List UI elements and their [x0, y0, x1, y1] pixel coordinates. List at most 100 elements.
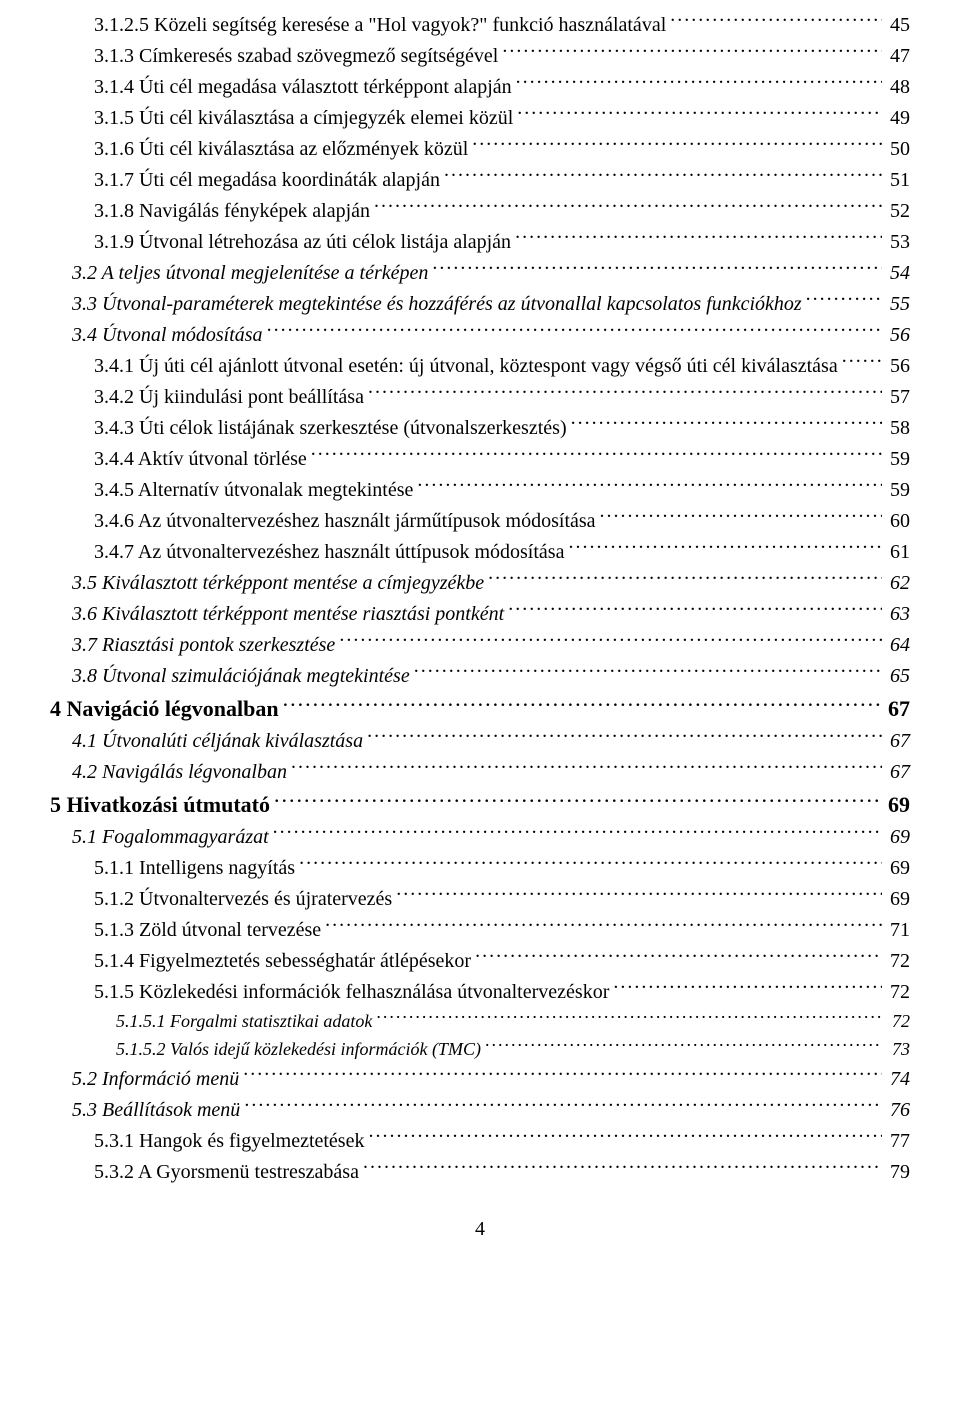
- toc-entry-label: 3.7 Riasztási pontok szerkesztése: [72, 630, 339, 661]
- toc-entry[interactable]: 5.1.2 Útvonaltervezés és újratervezés69: [50, 884, 910, 915]
- toc-entry-page: 79: [882, 1157, 910, 1188]
- toc-entry-label: 3.4.4 Aktív útvonal törlése: [94, 444, 311, 475]
- toc-entry-label: 3.1.9 Útvonal létrehozása az úti célok l…: [94, 227, 515, 258]
- toc-entry-label: 3.4.3 Úti célok listájának szerkesztése …: [94, 413, 571, 444]
- toc-entry-page: 69: [882, 822, 910, 853]
- toc-entry-page: 69: [882, 884, 910, 915]
- toc-entry[interactable]: 5.1 Fogalommagyarázat69: [50, 822, 910, 853]
- toc-leader-dots: [842, 352, 882, 372]
- toc-entry[interactable]: 4 Navigáció légvonalban67: [50, 692, 910, 726]
- toc-entry[interactable]: 3.2 A teljes útvonal megjelenítése a tér…: [50, 258, 910, 289]
- toc-entry-page: 57: [882, 382, 910, 413]
- toc-entry[interactable]: 4.2 Navigálás légvonalban67: [50, 757, 910, 788]
- toc-entry[interactable]: 5.1.4 Figyelmeztetés sebességhatár átlép…: [50, 946, 910, 977]
- toc-entry[interactable]: 3.3 Útvonal-paraméterek megtekintése és …: [50, 289, 910, 320]
- toc-entry[interactable]: 5 Hivatkozási útmutató69: [50, 788, 910, 822]
- toc-entry-page: 58: [882, 413, 910, 444]
- toc-entry-label: 5.1.4 Figyelmeztetés sebességhatár átlép…: [94, 946, 475, 977]
- toc-leader-dots: [600, 507, 882, 527]
- toc-entry[interactable]: 5.1.5.1 Forgalmi statisztikai adatok72: [50, 1008, 910, 1036]
- toc-entry-label: 3.1.3 Címkeresés szabad szövegmező segít…: [94, 41, 502, 72]
- toc-leader-dots: [374, 197, 882, 217]
- toc-leader-dots: [274, 790, 882, 812]
- toc-leader-dots: [472, 135, 882, 155]
- toc-entry[interactable]: 3.1.8 Navigálás fényképek alapján 52: [50, 196, 910, 227]
- toc-entry[interactable]: 3.4.5 Alternatív útvonalak megtekintése5…: [50, 475, 910, 506]
- toc-entry-page: 51: [882, 165, 910, 196]
- toc-leader-dots: [414, 662, 882, 682]
- toc-entry-label: 5.3 Beállítások menü: [72, 1095, 244, 1126]
- toc-entry-label: 3.4.6 Az útvonaltervezéshez használt jár…: [94, 506, 600, 537]
- toc-leader-dots: [267, 321, 882, 341]
- toc-leader-dots: [291, 758, 882, 778]
- toc-entry[interactable]: 3.8 Útvonal szimulációjának megtekintése…: [50, 661, 910, 692]
- toc-entry-page: 76: [882, 1095, 910, 1126]
- toc-entry[interactable]: 3.1.9 Útvonal létrehozása az úti célok l…: [50, 227, 910, 258]
- toc-entry-label: 3.5 Kiválasztott térképpont mentése a cí…: [72, 568, 488, 599]
- toc-entry-label: 3.4.2 Új kiindulási pont beállítása: [94, 382, 368, 413]
- toc-entry-page: 65: [882, 661, 910, 692]
- toc-leader-dots: [568, 538, 882, 558]
- toc-entry-page: 53: [882, 227, 910, 258]
- toc-entry[interactable]: 3.1.6 Úti cél kiválasztása az előzmények…: [50, 134, 910, 165]
- toc-entry-label: 3.1.8 Navigálás fényképek alapján: [94, 196, 374, 227]
- toc-entry[interactable]: 3.4.3 Úti célok listájának szerkesztése …: [50, 413, 910, 444]
- toc-entry[interactable]: 5.1.1 Intelligens nagyítás69: [50, 853, 910, 884]
- toc-leader-dots: [613, 978, 882, 998]
- toc-entry-label: 5.3.1 Hangok és figyelmeztetések: [94, 1126, 368, 1157]
- toc-entry[interactable]: 3.1.2.5 Közeli segítség keresése a "Hol …: [50, 10, 910, 41]
- toc-entry-label: 5.1.5 Közlekedési információk felhasznál…: [94, 977, 613, 1008]
- toc-entry-page: 74: [882, 1064, 910, 1095]
- toc-entry[interactable]: 4.1 Útvonalúti céljának kiválasztása67: [50, 726, 910, 757]
- toc-entry[interactable]: 5.1.3 Zöld útvonal tervezése71: [50, 915, 910, 946]
- toc-entry-label: 3.1.6 Úti cél kiválasztása az előzmények…: [94, 134, 472, 165]
- toc-entry[interactable]: 3.1.3 Címkeresés szabad szövegmező segít…: [50, 41, 910, 72]
- toc-entry-page: 56: [882, 320, 910, 351]
- toc-entry[interactable]: 3.7 Riasztási pontok szerkesztése64: [50, 630, 910, 661]
- toc-leader-dots: [363, 1158, 882, 1178]
- toc-entry-label: 5.1.1 Intelligens nagyítás: [94, 853, 299, 884]
- toc-leader-dots: [488, 569, 882, 589]
- toc-leader-dots: [502, 42, 882, 62]
- toc-entry-page: 55: [882, 289, 910, 320]
- toc-entry-page: 52: [882, 196, 910, 227]
- toc-entry-page: 69: [882, 788, 910, 822]
- toc-entry[interactable]: 3.4.2 Új kiindulási pont beállítása 57: [50, 382, 910, 413]
- toc-entry[interactable]: 3.4.4 Aktív útvonal törlése59: [50, 444, 910, 475]
- toc-entry-label: 5.2 Információ menü: [72, 1064, 243, 1095]
- toc-leader-dots: [516, 73, 882, 93]
- toc-leader-dots: [244, 1096, 882, 1116]
- toc-entry[interactable]: 5.1.5 Közlekedési információk felhasznál…: [50, 977, 910, 1008]
- toc-entry[interactable]: 3.1.7 Úti cél megadása koordináták alapj…: [50, 165, 910, 196]
- toc-leader-dots: [339, 631, 882, 651]
- toc-entry-page: 49: [882, 103, 910, 134]
- toc-entry-page: 77: [882, 1126, 910, 1157]
- toc-entry[interactable]: 3.4.1 Új úti cél ajánlott útvonal esetén…: [50, 351, 910, 382]
- toc-entry[interactable]: 3.1.5 Úti cél kiválasztása a címjegyzék …: [50, 103, 910, 134]
- toc-entry[interactable]: 5.3.1 Hangok és figyelmeztetések 77: [50, 1126, 910, 1157]
- toc-entry[interactable]: 3.6 Kiválasztott térképpont mentése rias…: [50, 599, 910, 630]
- toc-entry-label: 3.6 Kiválasztott térképpont mentése rias…: [72, 599, 508, 630]
- toc-entry[interactable]: 5.1.5.2 Valós idejű közlekedési informác…: [50, 1036, 910, 1064]
- toc-entry[interactable]: 5.2 Információ menü 74: [50, 1064, 910, 1095]
- toc-entry-page: 61: [882, 537, 910, 568]
- toc-leader-dots: [806, 290, 882, 310]
- toc-entry[interactable]: 3.4.6 Az útvonaltervezéshez használt jár…: [50, 506, 910, 537]
- toc-leader-dots: [273, 823, 882, 843]
- toc-entry[interactable]: 5.3 Beállítások menü 76: [50, 1095, 910, 1126]
- toc-entry-page: 45: [882, 10, 910, 41]
- toc-leader-dots: [571, 414, 882, 434]
- toc-entry-page: 56: [882, 351, 910, 382]
- toc-entry[interactable]: 3.5 Kiválasztott térképpont mentése a cí…: [50, 568, 910, 599]
- toc-entry[interactable]: 3.4 Útvonal módosítása56: [50, 320, 910, 351]
- toc-entry-page: 67: [882, 757, 910, 788]
- toc-leader-dots: [508, 600, 882, 620]
- toc-entry-page: 63: [882, 599, 910, 630]
- toc-entry-page: 62: [882, 568, 910, 599]
- toc-entry[interactable]: 5.3.2 A Gyorsmenü testreszabása79: [50, 1157, 910, 1188]
- toc-entry-label: 5.1.5.2 Valós idejű közlekedési informác…: [116, 1036, 485, 1064]
- toc-entry[interactable]: 3.1.4 Úti cél megadása választott térkép…: [50, 72, 910, 103]
- toc-entry[interactable]: 3.4.7 Az útvonaltervezéshez használt útt…: [50, 537, 910, 568]
- toc-leader-dots: [368, 1127, 882, 1147]
- toc-entry-label: 4.1 Útvonalúti céljának kiválasztása: [72, 726, 367, 757]
